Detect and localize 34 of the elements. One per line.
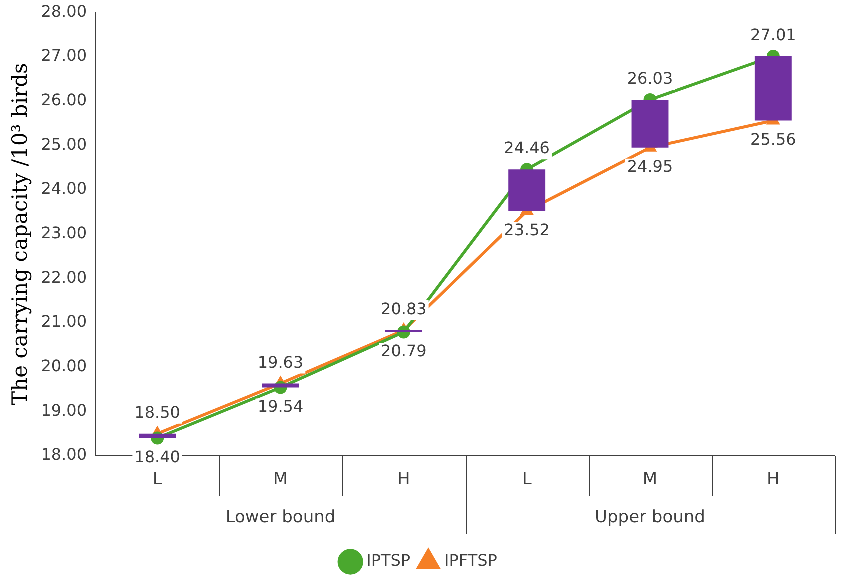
x-tick-label: M (642, 470, 658, 490)
y-tick-label: 18.00 (41, 445, 88, 464)
y-tick-label: 19.00 (41, 400, 88, 420)
legend-label: IPFTSP (444, 551, 498, 570)
data-label: 23.52 (504, 220, 550, 240)
x-tick-label: L (152, 470, 163, 490)
y-tick-label: 27.00 (41, 46, 88, 66)
y-tick-label: 23.00 (41, 223, 88, 242)
data-label: 26.03 (627, 69, 674, 88)
y-tick-label: 20.00 (41, 356, 88, 376)
data-label: 18.40 (134, 447, 180, 466)
x-tick-label: L (522, 470, 532, 490)
data-label: 18.50 (134, 402, 180, 422)
x-tick-label: M (273, 470, 288, 490)
y-tick-label: 24.00 (41, 179, 88, 198)
data-label: 20.83 (381, 300, 427, 319)
data-label: 24.46 (504, 138, 550, 158)
data-label: 19.63 (258, 352, 304, 372)
data-label: 24.95 (627, 156, 674, 176)
data-label: 19.54 (258, 396, 304, 416)
data-label: 25.56 (750, 130, 796, 149)
y-tick-label: 22.00 (41, 268, 88, 287)
text: Upper bound (595, 507, 706, 528)
y-tick-label: 28.00 (41, 2, 88, 21)
data-label: 20.79 (381, 341, 427, 360)
y-tick-label: 21.00 (41, 312, 88, 332)
data-label: 27.01 (750, 26, 796, 45)
legend-label: IPTSP (366, 551, 411, 570)
x-tick-label: H (767, 470, 780, 490)
text: Lower bound (226, 507, 336, 528)
y-tick-label: 26.00 (41, 90, 88, 110)
y-tick-label: 25.00 (41, 134, 88, 154)
x-tick-label: H (398, 470, 410, 490)
y-axis-title: The carrying capacity /10³ birds (8, 63, 32, 406)
